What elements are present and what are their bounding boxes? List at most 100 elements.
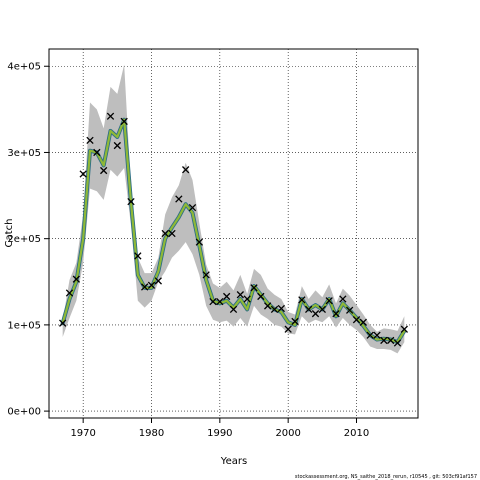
- observed-catch-point: [93, 148, 101, 157]
- point-stroke: [93, 148, 101, 157]
- point-stroke: [387, 336, 395, 345]
- observed-catch-point: [380, 336, 388, 345]
- observed-catch-point: [284, 325, 292, 333]
- point-stroke: [400, 325, 408, 333]
- point-stroke: [154, 277, 162, 285]
- point-stroke: [229, 305, 238, 314]
- plot-frame: [48, 48, 419, 419]
- point-stroke: [332, 310, 340, 318]
- point-stroke: [100, 166, 108, 175]
- point-stroke: [257, 292, 265, 301]
- observed-catch-point: [257, 292, 265, 301]
- observed-catch-point: [188, 203, 197, 212]
- observed-catch-point: [264, 302, 272, 310]
- point-stroke: [182, 166, 190, 174]
- point-stroke: [175, 195, 183, 203]
- observed-catch-point: [72, 275, 80, 283]
- x-axis-title: Years: [220, 456, 247, 467]
- point-stroke: [65, 289, 74, 297]
- observed-catch-point: [79, 170, 87, 178]
- point-stroke: [113, 141, 121, 150]
- point-stroke: [120, 117, 128, 126]
- point-stroke: [168, 229, 176, 238]
- point-stroke: [195, 238, 203, 246]
- observed-catch-point: [175, 195, 183, 203]
- observed-catch-points: [59, 112, 408, 347]
- point-stroke: [86, 136, 94, 145]
- point-stroke: [141, 283, 149, 291]
- confidence-band-area: [62, 64, 405, 354]
- point-stroke: [223, 292, 231, 301]
- observed-catch-point: [393, 339, 402, 347]
- observed-catch-point: [134, 252, 142, 260]
- point-stroke: [373, 331, 381, 339]
- point-stroke: [209, 297, 217, 306]
- point-stroke: [72, 275, 80, 283]
- observed-catch-point: [243, 295, 251, 303]
- point-stroke: [106, 112, 115, 120]
- point-stroke: [298, 296, 306, 304]
- observed-catch-point: [106, 112, 115, 120]
- observed-catch-point: [318, 305, 326, 314]
- observed-catch-point: [100, 166, 108, 175]
- observed-catch-point: [311, 310, 320, 318]
- observed-catch-point: [229, 305, 238, 314]
- observed-catch-point: [182, 166, 190, 174]
- observed-catch-point: [141, 283, 149, 291]
- y-tick-label: 4e+05: [7, 62, 41, 73]
- observed-catch-point: [216, 297, 224, 306]
- point-stroke: [270, 305, 279, 314]
- x-tick-label: 1990: [207, 428, 232, 439]
- point-stroke: [339, 295, 347, 303]
- point-stroke: [79, 170, 87, 178]
- observed-catch-point: [270, 305, 279, 314]
- point-stroke: [59, 319, 67, 327]
- observed-catch-point: [168, 229, 176, 238]
- point-stroke: [346, 306, 354, 314]
- observed-catch-point: [223, 292, 231, 301]
- point-stroke: [216, 297, 224, 306]
- observed-catch-point: [359, 318, 367, 326]
- point-stroke: [161, 229, 169, 238]
- point-stroke: [366, 331, 374, 339]
- observed-catch-point: [400, 325, 408, 333]
- observed-catch-point: [298, 296, 306, 304]
- point-stroke: [134, 252, 142, 260]
- point-stroke: [264, 302, 272, 310]
- point-stroke: [147, 281, 156, 289]
- observed-catch-point: [387, 336, 395, 345]
- observed-catch-point: [277, 304, 285, 313]
- point-stroke: [250, 284, 258, 292]
- point-stroke: [318, 305, 326, 314]
- observed-catch-point: [65, 289, 74, 297]
- observed-catch-point: [291, 317, 299, 326]
- y-axis-title: Catch: [4, 219, 15, 248]
- point-stroke: [243, 295, 251, 303]
- observed-catch-point: [59, 319, 67, 327]
- observed-catch-point: [366, 331, 374, 339]
- x-tick-label: 2010: [344, 428, 369, 439]
- observed-catch-point: [305, 305, 313, 314]
- x-tick-label: 2000: [275, 428, 300, 439]
- point-stroke: [305, 305, 313, 314]
- point-stroke: [352, 316, 361, 324]
- observed-catch-point: [195, 238, 203, 246]
- point-stroke: [311, 310, 320, 318]
- y-axis: 0e+00 1e+05 2e+05 3e+05 4e+05: [7, 62, 49, 418]
- confidence-band: [62, 64, 405, 354]
- y-tick-label: 2e+05: [7, 234, 41, 245]
- point-stroke: [393, 339, 402, 347]
- observed-catch-point: [373, 331, 381, 339]
- point-stroke: [202, 271, 210, 279]
- observed-catch-point: [325, 297, 333, 305]
- point-stroke: [291, 317, 299, 326]
- x-axis: 1970 1980 1990 2000 2010: [70, 418, 369, 439]
- x-tick-label: 1970: [70, 428, 95, 439]
- observed-catch-point: [127, 197, 135, 206]
- point-stroke: [188, 203, 197, 212]
- point-stroke: [284, 325, 292, 333]
- observed-catch-point: [346, 306, 354, 314]
- footer-credit: stockassessment.org, NS_saithe_2018_reru…: [295, 474, 477, 480]
